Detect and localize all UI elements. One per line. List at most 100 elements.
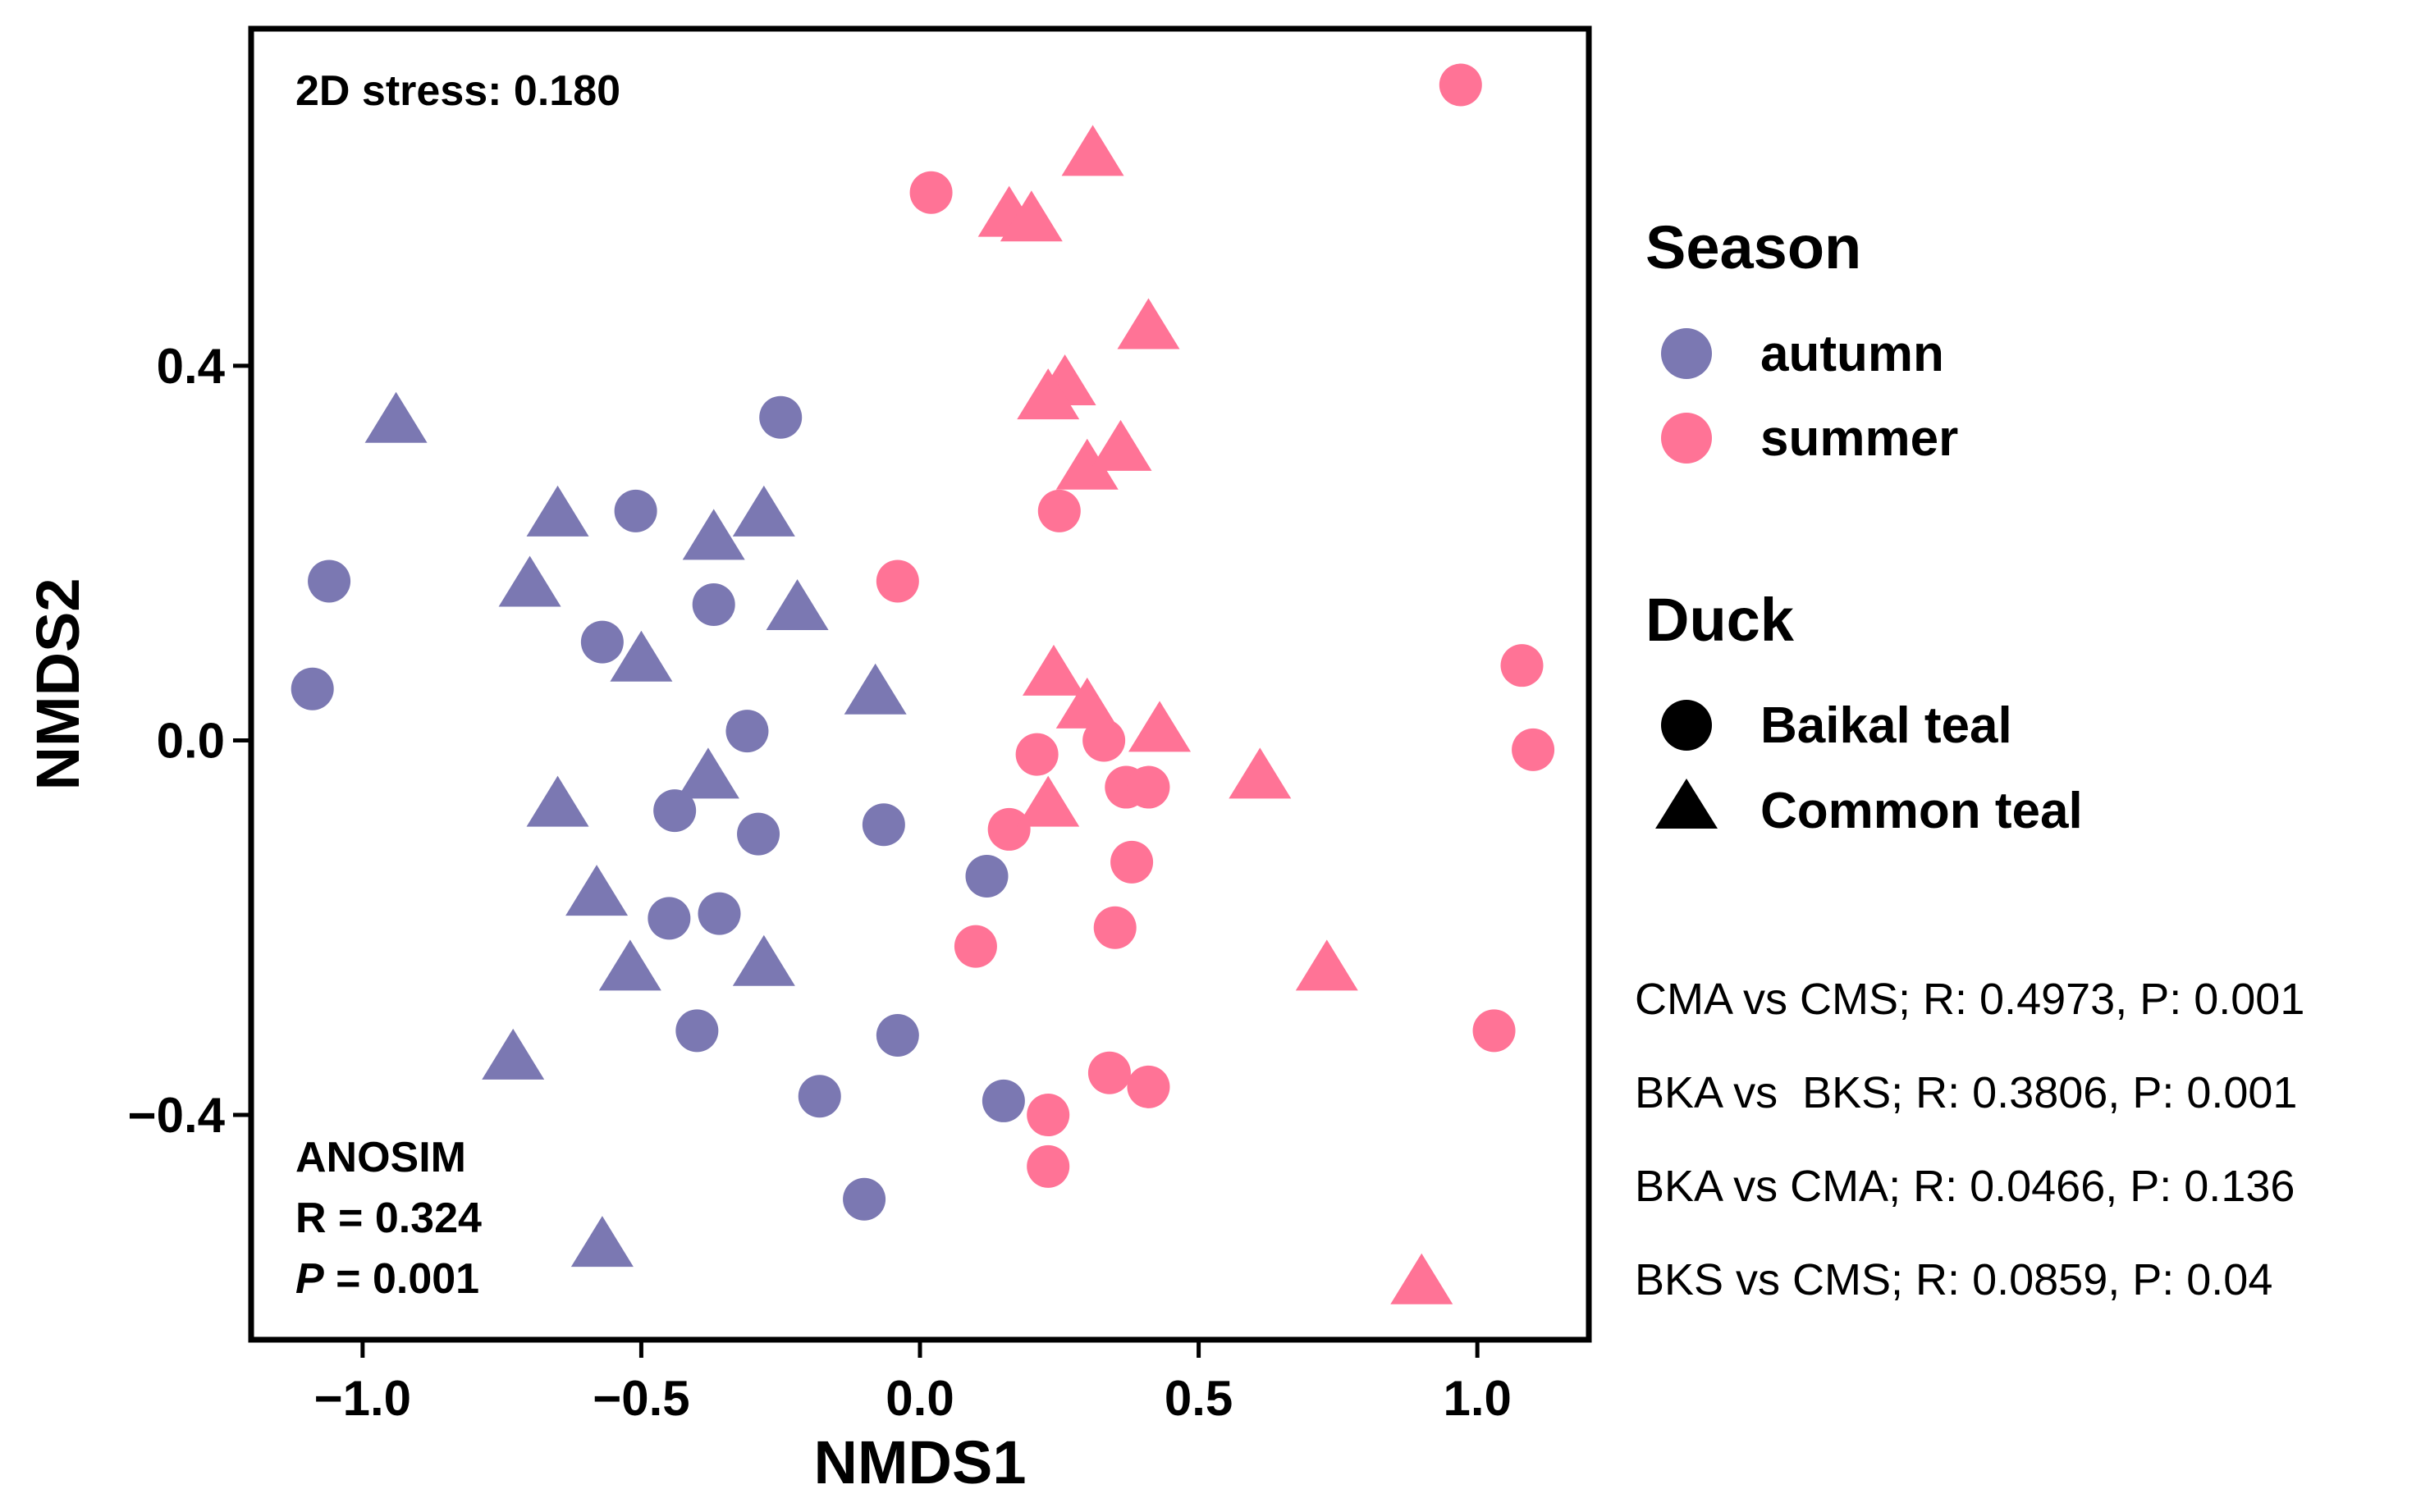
comparison-3: BKA vs CMA; R: 0.0466, P: 0.136 (1635, 1162, 2295, 1211)
point-summer-baikal-7 (1082, 719, 1126, 762)
point-summer-baikal-12 (1110, 840, 1154, 884)
x-tick-label-2: −0.5 (593, 1371, 689, 1426)
anosim-p-letter: P (295, 1255, 324, 1303)
stress-label: 2D stress: 0.180 (295, 67, 620, 115)
anosim-p-value: = 0.001 (324, 1255, 479, 1303)
legend-common-label: Common teal (1760, 783, 2083, 839)
legend-baikal-label: Baikal teal (1760, 697, 2012, 754)
point-summer-common-12 (1229, 747, 1292, 799)
x-tick-label-4: 0.5 (1165, 1371, 1233, 1426)
legend-autumn-swatch (1661, 328, 1712, 379)
point-summer-baikal-16 (1087, 1051, 1131, 1094)
point-autumn-common-9 (676, 747, 739, 799)
point-autumn-baikal-16 (798, 1075, 841, 1118)
point-summer-common-6 (1017, 368, 1080, 420)
axis-ticks: −1.0 −0.5 0.0 0.5 1.0 −0.4 0.0 0.4 (128, 339, 1512, 1426)
point-summer-baikal-6 (1512, 728, 1555, 771)
point-summer-baikal-14 (954, 925, 997, 968)
point-autumn-baikal-6 (692, 582, 735, 626)
point-summer-common-15 (1390, 1253, 1453, 1304)
point-autumn-baikal-17 (982, 1079, 1025, 1122)
point-summer-baikal-17 (1127, 1065, 1170, 1108)
point-autumn-baikal-18 (843, 1177, 886, 1221)
legend-summer-label: summer (1760, 410, 1958, 467)
point-autumn-common-5 (498, 555, 561, 607)
legend-triangle-swatch (1655, 779, 1718, 829)
point-summer-baikal-5 (1500, 644, 1544, 687)
point-autumn-baikal-10 (862, 803, 905, 847)
point-autumn-common-7 (610, 630, 673, 682)
legend: Season autumn summer Duck Baikal teal Co… (1645, 213, 2083, 839)
y-axis-label: NMDS2 (24, 578, 92, 790)
comparison-1: CMA vs CMS; R: 0.4973, P: 0.001 (1635, 975, 2304, 1024)
point-autumn-common-1 (364, 391, 428, 443)
data-points (291, 63, 1555, 1304)
point-autumn-baikal-14 (675, 1009, 719, 1053)
legend-circle-swatch (1661, 700, 1712, 751)
point-summer-baikal-18 (1027, 1094, 1070, 1137)
point-summer-common-8 (1089, 419, 1152, 471)
point-summer-baikal-1 (1439, 63, 1482, 107)
point-summer-baikal-3 (1037, 489, 1081, 532)
y-tick-label-2: 0.0 (157, 713, 225, 768)
comparison-4: BKS vs CMS; R: 0.0859, P: 0.04 (1635, 1255, 2272, 1304)
point-autumn-common-2 (526, 485, 589, 537)
point-autumn-common-3 (682, 509, 745, 560)
point-summer-common-9 (1023, 644, 1085, 696)
comparison-2: BKA vs BKS; R: 0.3806, P: 0.001 (1635, 1068, 2297, 1117)
point-summer-common-10 (1055, 677, 1119, 729)
point-summer-common-4 (1117, 298, 1180, 349)
point-summer-baikal-13 (1093, 906, 1137, 949)
point-autumn-common-12 (598, 939, 661, 991)
point-summer-common-3 (1000, 190, 1063, 242)
point-summer-baikal-4 (876, 560, 919, 603)
point-autumn-common-4 (732, 485, 795, 537)
point-autumn-common-15 (570, 1216, 634, 1268)
point-autumn-baikal-11 (965, 854, 1009, 898)
point-summer-common-7 (1055, 438, 1119, 490)
point-summer-baikal-19 (1027, 1144, 1070, 1188)
comparison-list: CMA vs CMS; R: 0.4973, P: 0.001 BKA vs B… (1635, 975, 2304, 1304)
x-tick-label-1: −1.0 (314, 1371, 411, 1426)
point-summer-common-11 (1128, 701, 1192, 752)
anosim-r: R = 0.324 (295, 1195, 482, 1242)
anosim-p: P = 0.001 (295, 1255, 479, 1303)
point-autumn-baikal-1 (291, 667, 334, 710)
point-autumn-common-11 (565, 865, 629, 916)
point-autumn-baikal-3 (614, 489, 657, 532)
point-summer-baikal-10 (1127, 765, 1170, 809)
y-tick-label-3: 0.4 (157, 339, 226, 394)
point-summer-baikal-15 (1472, 1009, 1516, 1053)
point-autumn-common-8 (844, 663, 907, 715)
legend-summer-swatch (1661, 413, 1712, 464)
plot-frame (248, 25, 1592, 1343)
point-summer-common-13 (1017, 775, 1080, 827)
point-autumn-common-14 (482, 1028, 545, 1080)
point-summer-common-1 (1061, 125, 1124, 176)
point-autumn-baikal-13 (698, 892, 741, 935)
point-autumn-baikal-7 (725, 710, 769, 753)
point-autumn-baikal-2 (308, 560, 351, 603)
point-autumn-common-6 (766, 578, 829, 630)
point-summer-baikal-11 (987, 807, 1031, 851)
point-autumn-baikal-5 (580, 620, 624, 664)
point-summer-baikal-8 (1015, 733, 1059, 776)
legend-duck-title: Duck (1645, 586, 1795, 654)
point-autumn-baikal-12 (648, 897, 691, 940)
legend-autumn-label: autumn (1760, 326, 1944, 382)
point-autumn-baikal-8 (653, 789, 697, 833)
point-autumn-baikal-9 (737, 812, 780, 856)
x-tick-label-5: 1.0 (1443, 1371, 1511, 1426)
point-autumn-baikal-15 (876, 1014, 919, 1057)
point-autumn-common-10 (526, 775, 589, 827)
point-autumn-baikal-4 (759, 395, 803, 439)
point-autumn-common-13 (732, 934, 795, 986)
legend-season-title: Season (1645, 213, 1861, 281)
x-tick-label-3: 0.0 (886, 1371, 954, 1426)
anosim-title: ANOSIM (295, 1134, 466, 1181)
y-tick-label-1: −0.4 (128, 1088, 226, 1143)
point-summer-common-14 (1295, 939, 1358, 991)
x-axis-label: NMDS1 (813, 1428, 1026, 1496)
